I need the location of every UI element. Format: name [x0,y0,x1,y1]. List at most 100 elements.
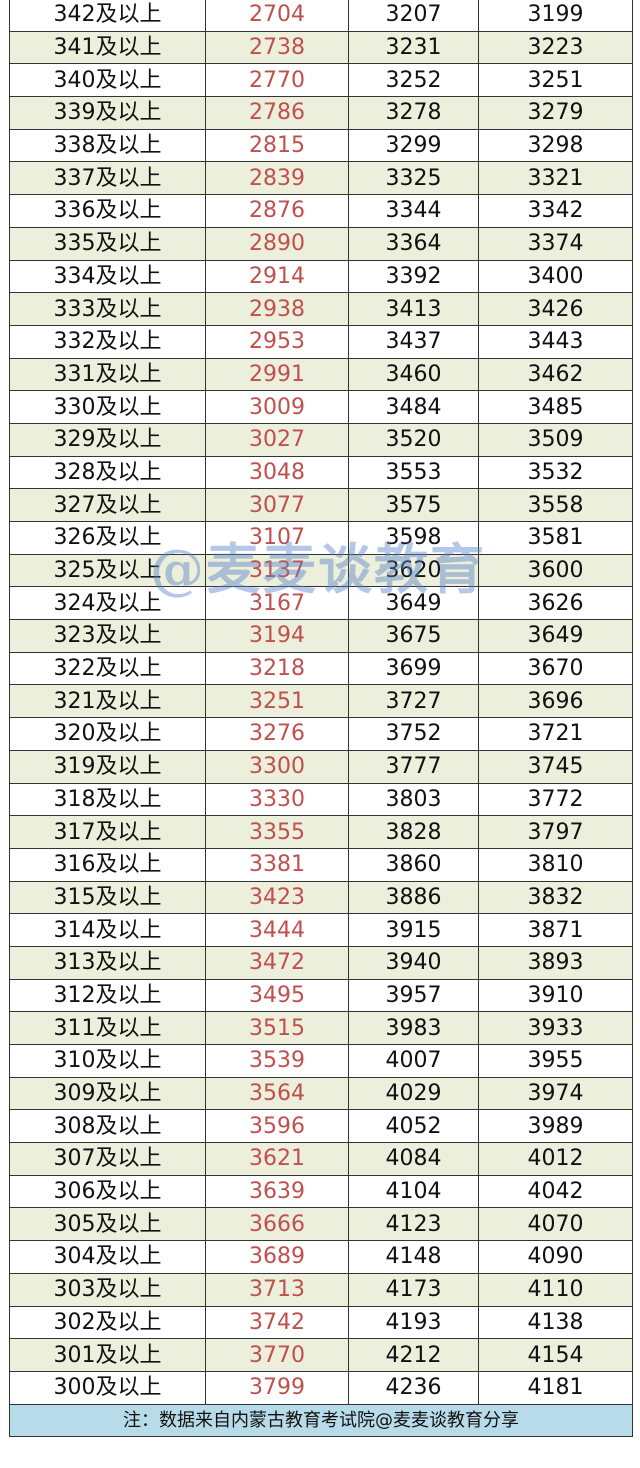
table-row: 337及以上 2839 3325 3321 [9,161,633,196]
rank-cell-3: 3745 [478,749,633,784]
rank-cell-1: 2991 [205,357,349,392]
rank-cell-1: 3472 [205,945,349,980]
rank-cell-1: 3515 [205,1011,349,1045]
table-row: 342及以上 2704 3207 3199 [9,0,633,32]
table-row: 307及以上 3621 4084 4012 [9,1142,633,1176]
score-cell: 308及以上 [9,1109,206,1144]
rank-cell-3: 4138 [478,1305,633,1340]
table-row: 300及以上 3799 4236 4181 [9,1370,633,1405]
rank-cell-2: 3915 [348,913,479,947]
rank-cell-3: 3298 [478,128,633,163]
rank-cell-1: 3009 [205,390,349,424]
score-cell: 314及以上 [9,913,206,947]
score-cell: 334及以上 [9,259,206,294]
rank-cell-1: 2938 [205,292,349,326]
table-row: 312及以上 3495 3957 3910 [9,978,633,1013]
table-row: 322及以上 3218 3699 3670 [9,651,633,686]
rank-cell-2: 3278 [348,96,479,130]
score-cell: 330及以上 [9,390,206,424]
rank-cell-3: 3400 [478,259,633,294]
rank-cell-3: 4154 [478,1338,633,1372]
score-rank-table: 342及以上 2704 3207 3199 341及以上 2738 3231 3223 340及… [9,0,633,1437]
rank-cell-1: 3107 [205,521,349,555]
rank-cell-2: 4123 [348,1207,479,1242]
rank-cell-2: 4173 [348,1272,479,1307]
rank-cell-3: 3251 [478,63,633,98]
rank-cell-3: 3910 [478,978,633,1013]
rank-cell-1: 2815 [205,128,349,163]
rank-cell-2: 3484 [348,390,479,424]
score-cell: 302及以上 [9,1305,206,1340]
rank-cell-1: 3048 [205,455,349,490]
rank-cell-1: 2914 [205,259,349,294]
score-cell: 332及以上 [9,324,206,359]
table-row: 316及以上 3381 3860 3810 [9,847,633,882]
rank-cell-3: 3649 [478,619,633,653]
rank-cell-2: 3675 [348,619,479,653]
rank-cell-2: 3231 [348,30,479,65]
table-row: 311及以上 3515 3983 3933 [9,1011,633,1045]
table-row: 326及以上 3107 3598 3581 [9,521,633,555]
rank-cell-2: 4084 [348,1142,479,1176]
table-row: 341及以上 2738 3231 3223 [9,30,633,65]
table-row: 317及以上 3355 3828 3797 [9,815,633,849]
rank-cell-3: 3974 [478,1076,633,1111]
rank-cell-1: 3077 [205,488,349,522]
score-cell: 325及以上 [9,553,206,588]
rank-cell-3: 3600 [478,553,633,588]
rank-cell-3: 3832 [478,880,633,915]
table-row: 332及以上 2953 3437 3443 [9,324,633,359]
rank-cell-3: 3810 [478,847,633,882]
score-cell: 317及以上 [9,815,206,849]
score-cell: 328及以上 [9,455,206,490]
rank-cell-3: 3989 [478,1109,633,1144]
rank-cell-1: 3799 [205,1370,349,1405]
rank-cell-1: 3423 [205,880,349,915]
score-cell: 306及以上 [9,1174,206,1209]
score-cell: 304及以上 [9,1240,206,1274]
rank-cell-2: 3598 [348,521,479,555]
rank-cell-1: 3444 [205,913,349,947]
rank-cell-2: 3777 [348,749,479,784]
score-cell: 300及以上 [9,1370,206,1405]
rank-cell-2: 4236 [348,1370,479,1405]
rank-cell-1: 3666 [205,1207,349,1242]
score-cell: 323及以上 [9,619,206,653]
rank-cell-2: 4029 [348,1076,479,1111]
score-cell: 324及以上 [9,586,206,621]
rank-cell-3: 3581 [478,521,633,555]
rank-cell-3: 3279 [478,96,633,130]
table-row: 340及以上 2770 3252 3251 [9,63,633,98]
rank-cell-2: 3699 [348,651,479,686]
score-cell: 335及以上 [9,226,206,261]
rank-cell-1: 2770 [205,63,349,98]
rank-cell-2: 3325 [348,161,479,196]
rank-cell-2: 3344 [348,194,479,228]
rank-cell-3: 4070 [478,1207,633,1242]
rank-cell-2: 3437 [348,324,479,359]
rank-cell-3: 3485 [478,390,633,424]
rank-cell-1: 3713 [205,1272,349,1307]
score-cell: 342及以上 [9,0,206,32]
rank-cell-2: 3575 [348,488,479,522]
rank-cell-1: 3027 [205,422,349,457]
rank-cell-1: 3639 [205,1174,349,1209]
table-row: 310及以上 3539 4007 3955 [9,1044,633,1078]
table-row: 308及以上 3596 4052 3989 [9,1109,633,1144]
rank-cell-1: 3495 [205,978,349,1013]
rank-cell-3: 3670 [478,651,633,686]
rank-cell-3: 3426 [478,292,633,326]
table-row: 313及以上 3472 3940 3893 [9,945,633,980]
rank-cell-3: 3721 [478,717,633,751]
table-row: 335及以上 2890 3364 3374 [9,226,633,261]
score-cell: 327及以上 [9,488,206,522]
rank-cell-2: 3860 [348,847,479,882]
score-cell: 321及以上 [9,684,206,719]
rank-cell-3: 3893 [478,945,633,980]
table-row: 304及以上 3689 4148 4090 [9,1240,633,1274]
rank-cell-1: 2738 [205,30,349,65]
rank-cell-3: 3321 [478,161,633,196]
table-row: 306及以上 3639 4104 4042 [9,1174,633,1209]
rank-cell-3: 3374 [478,226,633,261]
rank-cell-3: 3626 [478,586,633,621]
